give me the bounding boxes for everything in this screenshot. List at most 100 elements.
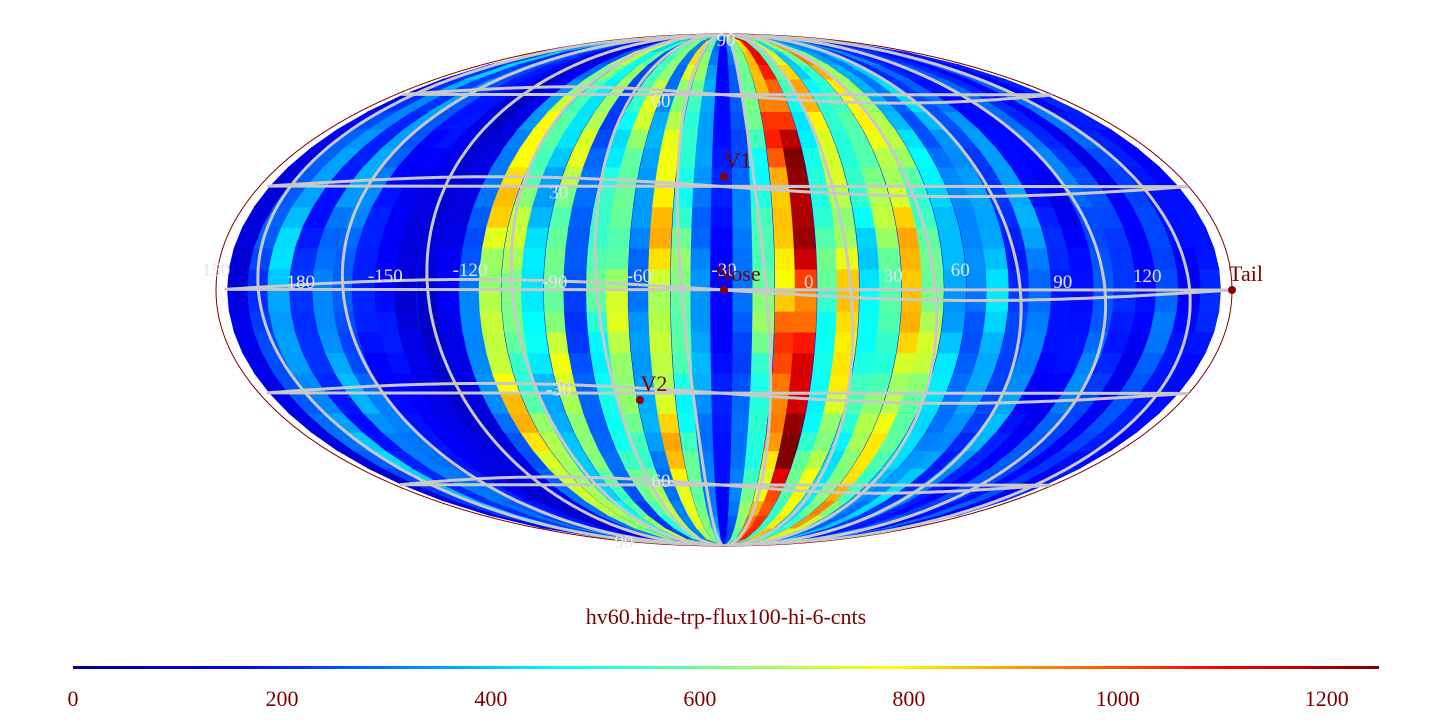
heat-cell [512,64,559,80]
heat-cell [326,392,363,414]
heat-cell [379,412,417,433]
heat-cell [851,468,882,486]
heat-cell [1012,147,1049,168]
heat-cell [804,51,840,65]
heat-cell [746,128,767,149]
heat-cell [1047,310,1073,333]
heat-cell [454,412,488,433]
heat-cell [418,111,460,130]
heat-cell [710,268,733,291]
heat-cell [888,147,917,168]
heat-cell [935,468,976,486]
heat-cell [720,538,726,546]
heat-cell [242,206,276,228]
heat-cell [759,40,790,53]
heat-cell [827,515,871,529]
heat-cell [735,40,751,53]
heat-cell [675,392,697,414]
colorbar-tick-label: 1200 [1304,686,1349,711]
heat-cell [227,289,252,312]
heat-cell [1060,331,1089,354]
heat-cell [1044,431,1086,452]
heat-cell [728,484,744,502]
heat-cell [500,500,550,516]
heat-cell [907,412,937,433]
heat-cell [715,78,730,96]
heatmap-cells [227,34,1221,546]
heat-cell [568,352,594,374]
heat-cell [365,392,400,414]
heat-cell [648,310,671,333]
longitude-label: -90 [542,272,567,293]
heat-cell [289,289,314,312]
heat-cell [838,64,875,80]
heat-cell [751,226,774,249]
heat-cell [742,94,761,112]
heat-cell [371,186,404,208]
heat-cell [649,226,672,249]
heat-cell [1047,247,1073,270]
heat-cell [928,500,983,516]
heat-cell [731,392,753,414]
heat-cell [677,412,698,433]
heat-cell [710,331,733,354]
heat-cell [619,484,646,502]
heat-cell [765,515,789,529]
heat-cell [272,372,309,394]
heat-cell [985,268,1009,291]
heat-cell [549,500,590,516]
heat-cell [768,500,790,516]
heat-cell [563,289,586,312]
heat-cell [889,515,952,529]
heat-cell [690,289,713,312]
heat-cell [710,372,732,394]
heat-cell [291,310,318,333]
heat-cell [793,247,817,270]
heat-cell [1028,392,1063,414]
heat-cell [773,226,797,249]
heat-cell [564,484,598,502]
heat-cell [972,206,1001,228]
heat-cell [385,450,429,469]
heat-cell [560,64,599,80]
heat-cell [499,392,529,414]
heat-cell [1070,268,1094,291]
heat-cell [397,128,437,149]
heat-cell [800,78,827,96]
heat-cell [768,166,791,188]
heat-cell [888,412,917,433]
heat-cell [615,392,640,414]
heat-cell [563,268,586,291]
longitude-label: 150 [202,260,231,281]
heat-cell [672,206,695,228]
heat-cell [381,431,422,452]
heat-cell [565,111,595,130]
heat-cell [835,450,863,469]
heat-cell [648,247,671,270]
parallel-line [399,475,1053,495]
heat-cell [523,331,549,354]
heat-cell [679,431,700,452]
heat-cell [1132,206,1165,228]
heat-cell [563,94,595,112]
heat-cell [482,226,508,249]
heat-cell [796,515,829,529]
heat-cell [812,352,836,374]
heat-cell [870,352,897,374]
heat-cell [545,412,574,433]
heat-cell [752,310,775,333]
heat-cell [525,64,570,80]
heat-cell [1002,111,1046,130]
heat-cell [794,40,845,53]
heat-cell [980,78,1034,96]
heat-cell [414,78,468,96]
heat-cell [816,310,840,333]
heat-cell [351,289,375,312]
colorbar-tick-label: 200 [265,686,299,711]
heat-cell [608,64,639,80]
heat-cell [1092,352,1124,374]
heat-cell [774,247,797,270]
heat-cell [1066,147,1106,168]
heat-cell [862,128,891,149]
heat-cell [597,500,630,516]
